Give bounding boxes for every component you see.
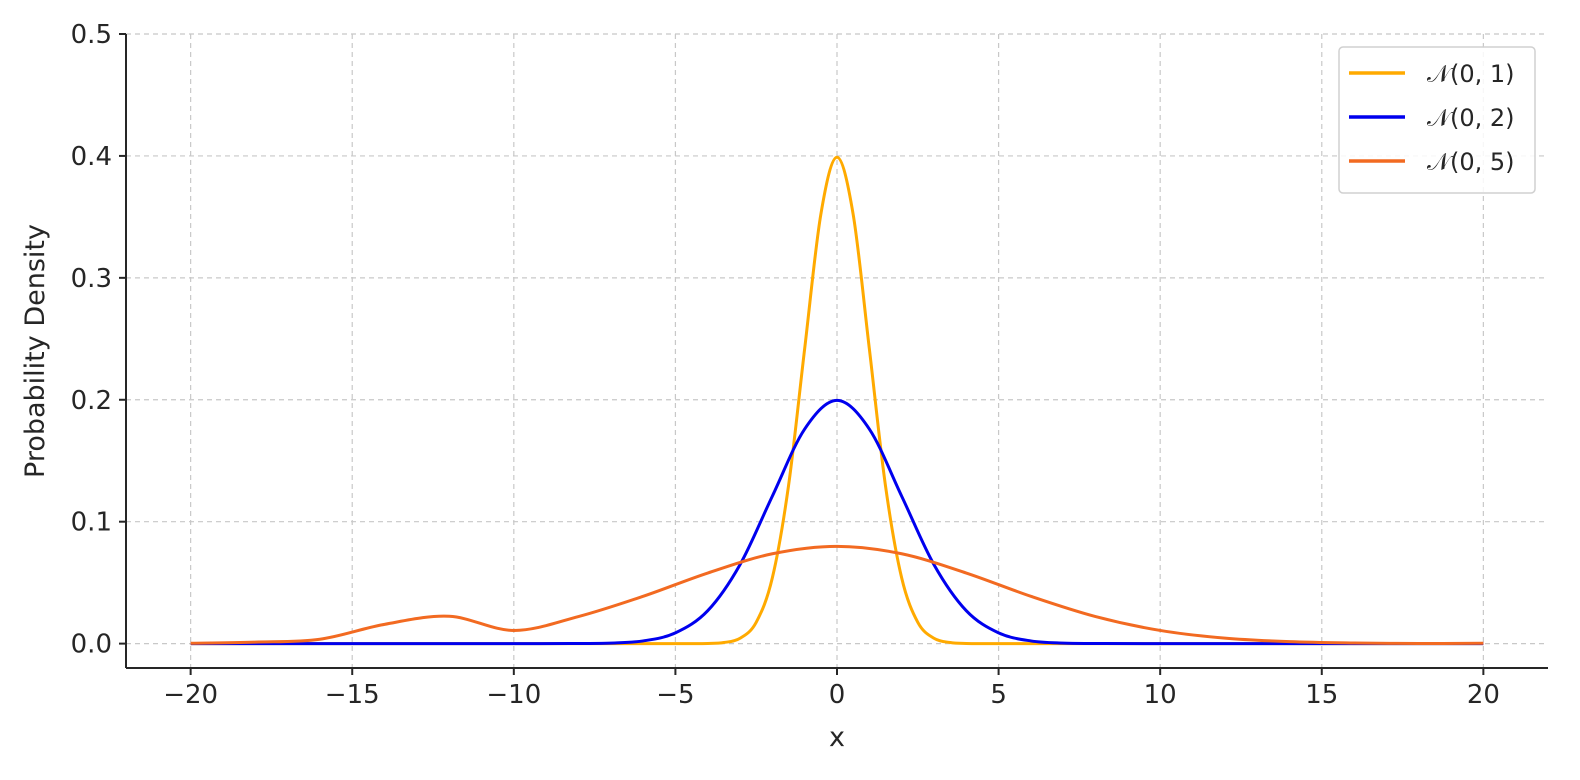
x-tick-label: −10 (486, 680, 541, 710)
legend-label: 𝒩(0, 2) (1427, 104, 1515, 132)
y-tick-label: 0.4 (71, 142, 112, 172)
x-tick-label: −15 (325, 680, 380, 710)
legend-label: 𝒩(0, 5) (1427, 148, 1515, 176)
y-tick-label: 0.1 (71, 508, 112, 538)
y-axis-label: Probability Density (20, 224, 51, 478)
series-line-0 (190, 155, 1484, 646)
x-tick-label: −5 (656, 680, 694, 710)
y-tick-label: 0.0 (71, 630, 112, 660)
ticks: −20 −15 −10 −5 0 5 10 15 20 0.0 0.1 0.2 0.3 0.4 0.5 (71, 20, 1500, 710)
y-tick-label: 0.3 (71, 264, 112, 294)
x-tick-label: 5 (990, 680, 1007, 710)
series-lines (190, 155, 1484, 646)
x-tick-label: 15 (1305, 680, 1338, 710)
x-tick-label: 20 (1467, 680, 1500, 710)
grid (126, 33, 1548, 668)
legend-box (1338, 46, 1536, 194)
x-tick-label: 0 (829, 680, 846, 710)
y-tick-label: 0.2 (71, 386, 112, 416)
legend: 𝒩(0, 1) 𝒩(0, 2) 𝒩(0, 5) (1338, 46, 1536, 194)
x-tick-label: 10 (1144, 680, 1177, 710)
y-tick-label: 0.5 (71, 20, 112, 50)
series-line-1 (190, 398, 1484, 646)
x-tick-label: −20 (163, 680, 218, 710)
x-axis-label: x (829, 722, 845, 753)
series-line-2 (190, 544, 1484, 645)
legend-label: 𝒩(0, 1) (1427, 60, 1515, 88)
